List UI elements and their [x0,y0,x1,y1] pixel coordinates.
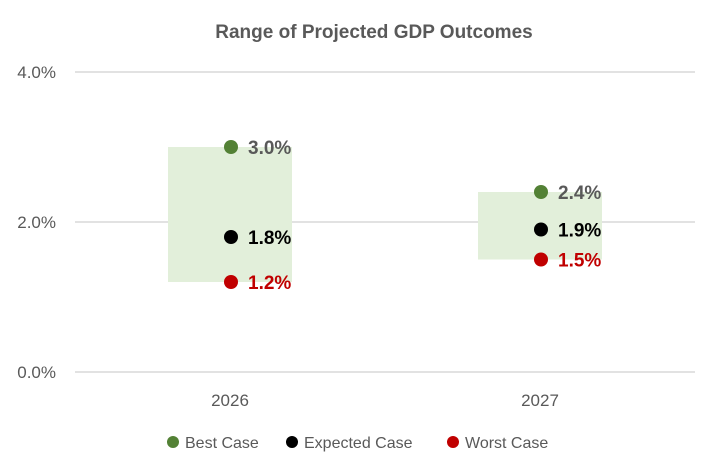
x-tick-label: 2027 [521,391,559,410]
legend-label: Best Case [185,435,259,452]
data-label: 1.9% [558,221,601,242]
data-label: 1.5% [558,251,601,272]
data-label: 2.4% [558,183,601,204]
legend-marker [447,436,459,448]
data-point [224,275,238,289]
data-point [534,252,548,267]
data-label: 3.0% [248,138,291,159]
data-point [534,222,548,237]
range-box [168,147,292,282]
legend-marker [286,436,298,448]
data-point [224,140,238,154]
y-tick-label: 0.0% [17,363,56,382]
data-point [224,230,238,244]
legend-marker [167,436,179,448]
y-tick-label: 4.0% [17,63,56,82]
data-label: 1.8% [248,228,291,249]
data-point [534,185,548,199]
y-tick-label: 2.0% [17,213,56,232]
x-tick-label: 2026 [211,391,249,410]
chart-title: Range of Projected GDP Outcomes [215,22,532,43]
legend-label: Expected Case [304,435,413,452]
data-label: 1.2% [248,273,291,294]
legend-label: Worst Case [465,435,548,452]
